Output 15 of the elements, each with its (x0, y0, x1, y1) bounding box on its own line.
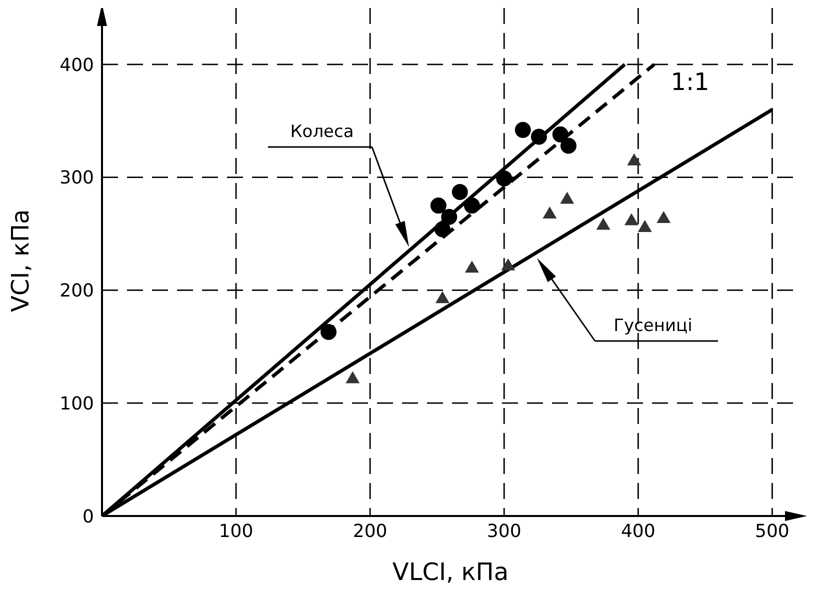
x-tick-label: 400 (620, 520, 656, 542)
x-tick-label: 100 (218, 520, 254, 542)
annotation: Колеса (290, 122, 354, 142)
y-tick-label: 200 (60, 280, 94, 302)
y-tick-label: 300 (60, 168, 94, 189)
y-tick-label: 400 (60, 54, 94, 76)
x-tick-label: 500 (755, 520, 790, 542)
annotation: 1:1 (670, 68, 710, 96)
y-tick-label: 100 (60, 394, 94, 414)
x-tick-label: 300 (486, 520, 522, 542)
y-axis-title: VCI, кПа (6, 209, 35, 312)
x-tick-label: 200 (352, 520, 388, 542)
annotation: Гусениці (614, 316, 692, 336)
x-axis-title: VLCI, кПа (392, 558, 509, 586)
y-tick-label: 0 (82, 506, 94, 528)
